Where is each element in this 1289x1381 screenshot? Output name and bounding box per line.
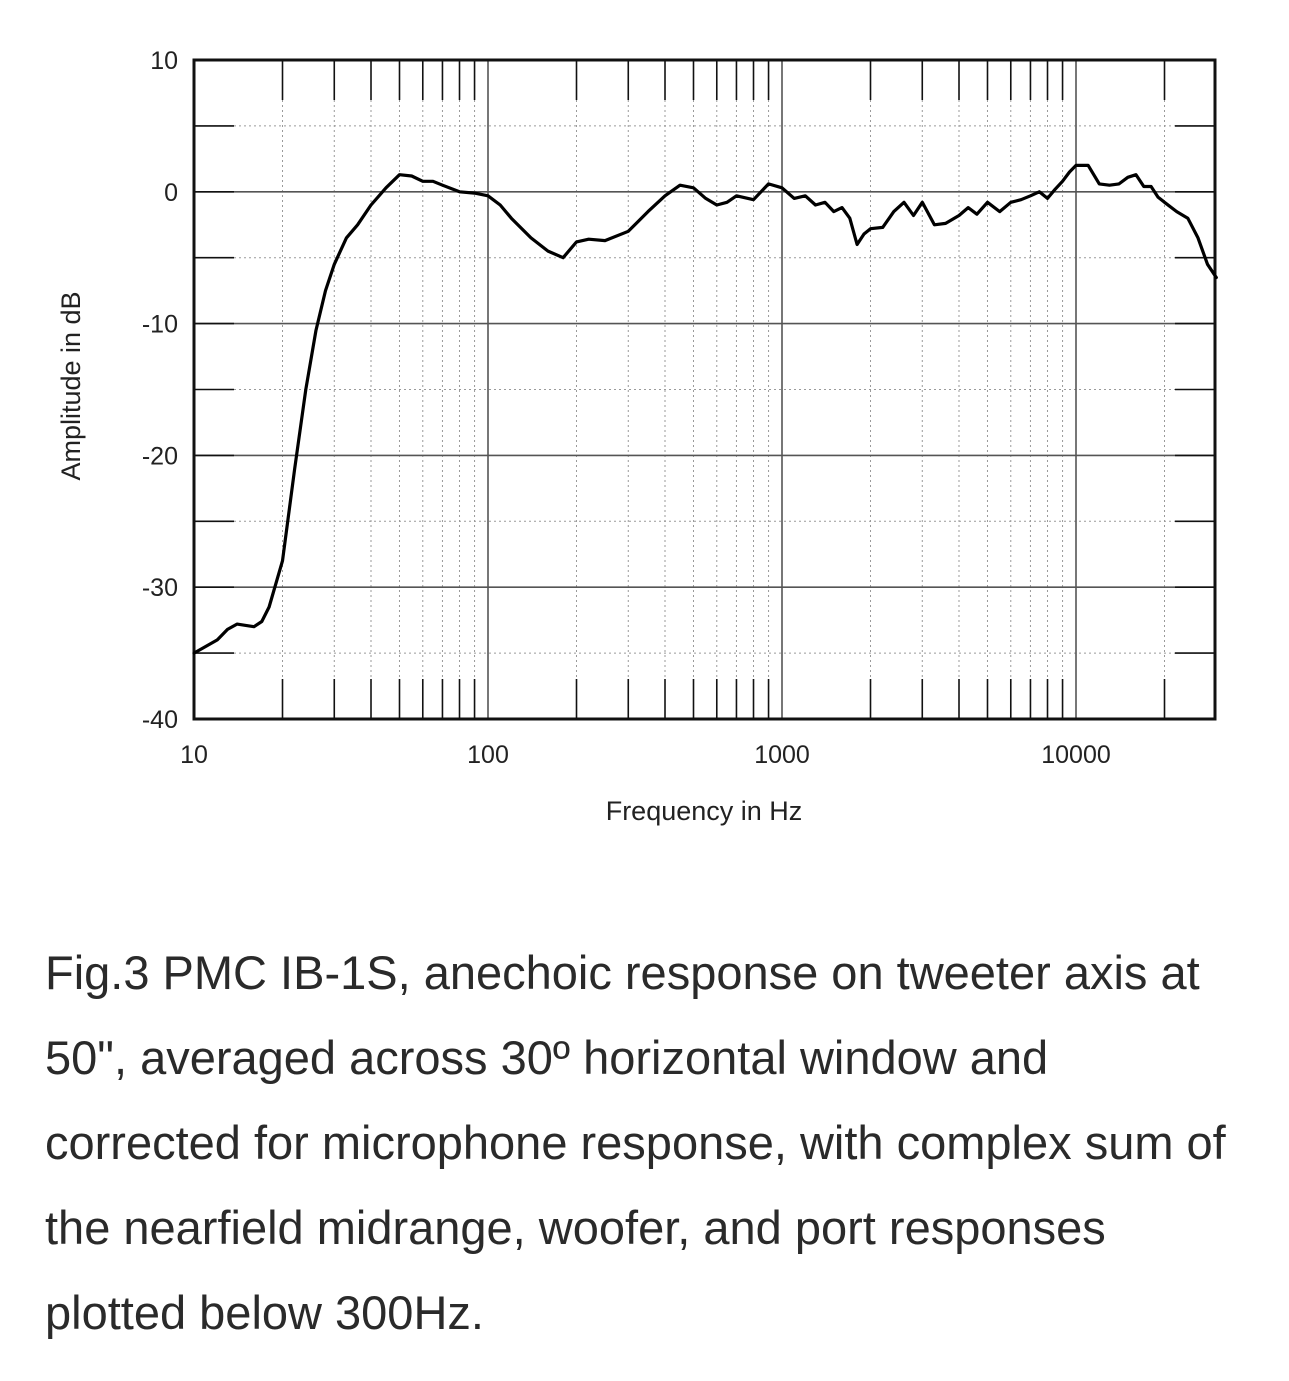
y-tick-label: -20 (142, 442, 178, 470)
x-tick-label: 1000 (754, 741, 810, 769)
frequency-response-chart: 10 0 -10 -20 -30 -40 10 100 1000 10000 Frequency… (56, 47, 1218, 826)
x-tick-label: 10 (180, 741, 208, 769)
y-tick-label: 10 (150, 47, 178, 75)
chart-svg: 100-10-20-30-40 10 100 1000 10000 Frequency… (56, 47, 1218, 826)
y-tick-label: 0 (164, 179, 178, 207)
x-axis-title: Frequency in Hz (606, 796, 803, 826)
x-tick-label: 10000 (1041, 741, 1111, 769)
y-axis-title: Amplitude in dB (56, 291, 86, 480)
series-line-anechoic-response (192, 163, 1218, 655)
y-tick-label: -40 (142, 706, 178, 734)
y-tick-label: -10 (142, 311, 178, 339)
figure-caption: Fig.3 PMC IB-1S, anechoic response on tw… (45, 946, 1226, 1339)
x-tick-label: 100 (467, 741, 509, 769)
y-tick-label: -30 (142, 574, 178, 602)
plot-frame (192, 58, 1217, 721)
